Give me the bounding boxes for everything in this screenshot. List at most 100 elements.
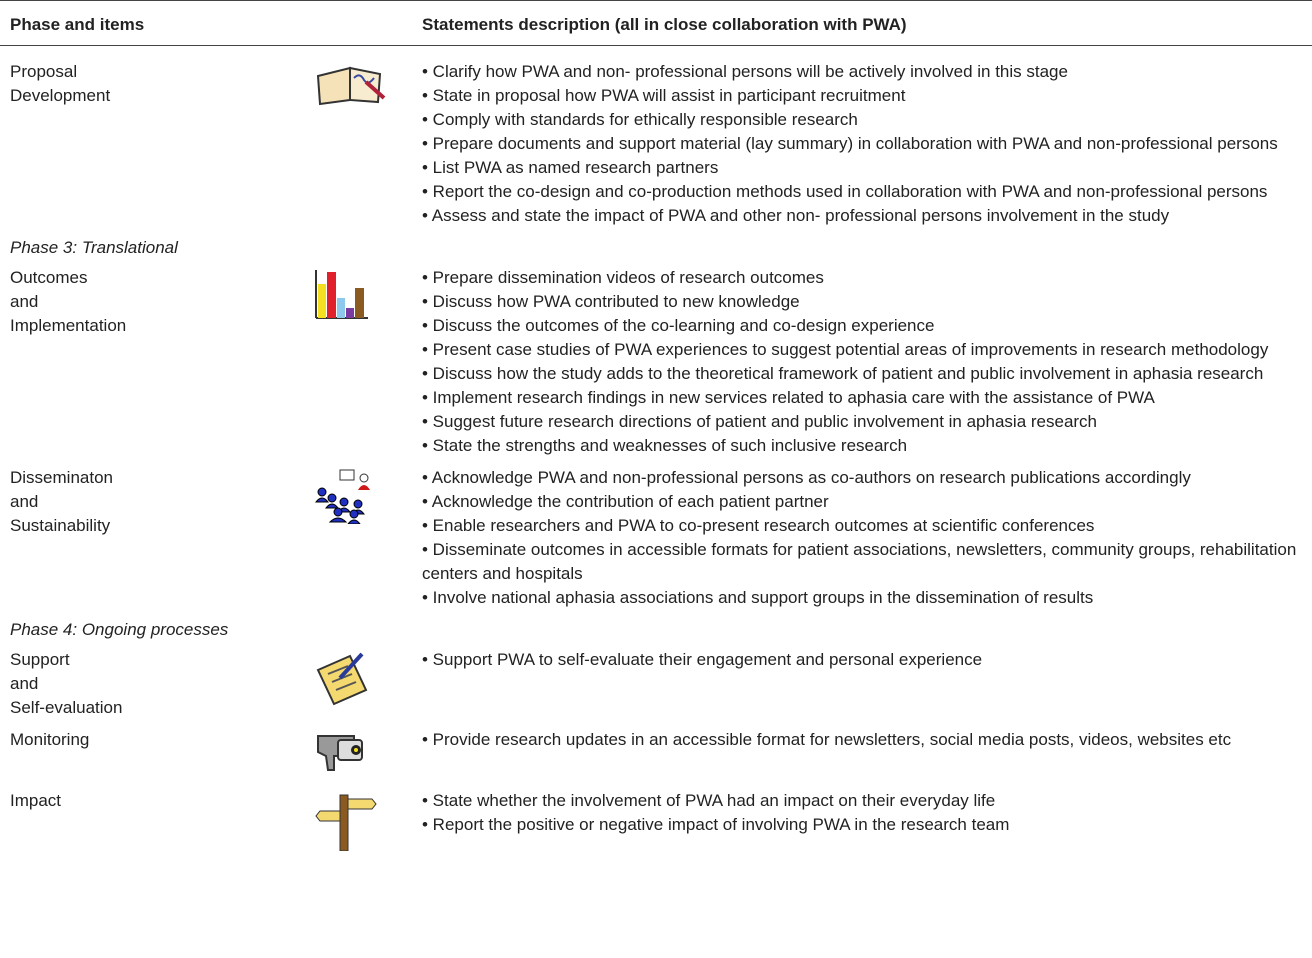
statement: • Implement research findings in new ser… [422,388,1155,407]
item-row: Monitoring • Provide research updates in … [0,728,1312,789]
icon [300,266,422,327]
item-cell: Impact [0,789,300,866]
icon-shape [335,681,357,691]
item-label: and [10,292,39,311]
statement: • Report the co-design and co-production… [422,182,1268,201]
item-row: Outcomes and Implementation • Prepare disse… [0,266,1312,466]
icon-cell [300,466,422,618]
statements-cell: • Provide research updates in an accessi… [422,728,1312,789]
icon-shape [317,487,327,497]
icon-shape [353,499,363,509]
item-row: Impact • State whether the involvement of… [0,789,1312,866]
icon-shape [346,308,354,318]
statement: • Clarify how PWA and non- professional … [422,62,1068,81]
statement: • Disseminate outcomes in accessible for… [422,540,1297,583]
item-label: Proposal [10,62,78,81]
icon-shape [339,794,349,852]
item-cell: Outcomes and Implementation [0,266,300,466]
icon-shape [316,66,386,106]
icon-shape [327,493,337,503]
icon-shape [337,298,345,318]
icon-shape [346,519,362,525]
header-cell: Statements description (all in close col… [422,0,1312,46]
item-row: Support and Self-evaluation • Support PWA t… [0,648,1312,728]
icon-shape [353,74,375,84]
statement: • Assess and state the impact of PWA and… [422,206,1170,225]
icon-cell [300,728,422,789]
icon-shape [338,652,364,680]
icon-shape [314,487,366,525]
header-cell: Phase and items [0,0,300,46]
item-cell: Disseminaton and Sustainability [0,466,300,618]
icon-cell [300,648,422,728]
icon-cell [300,46,422,237]
icon-shape [354,748,358,752]
phase-row: Phase 3: Translational [0,236,1312,266]
item-label: and [10,674,39,693]
header-spacer [300,0,422,46]
icon-shape [316,652,368,706]
statement: • Discuss how PWA contributed to new kno… [422,292,800,311]
icon-shape [318,284,326,318]
icon-shape [316,654,368,706]
icon-shape [315,794,377,852]
icon-shape [315,810,341,822]
item-label: Impact [10,791,62,810]
icon-shape [349,509,359,519]
icon-shape [355,288,364,318]
statements-cell: • State whether the involvement of PWA h… [422,789,1312,866]
phase-row: Phase 4: Ongoing processes [0,618,1312,648]
icon-shape [347,798,377,810]
item-label: and [10,492,39,511]
statement: • Discuss the outcomes of the co-learnin… [422,316,935,335]
statement: • Present case studies of PWA experience… [422,340,1269,359]
statement: • Enable researchers and PWA to co-prese… [422,516,1095,535]
item-label: Disseminaton [10,468,113,487]
statement: • Prepare documents and support material… [422,134,1278,153]
item-row: Disseminaton and Sustainability • Acknowled… [0,466,1312,618]
icon-shape [333,507,343,517]
statement: • State in proposal how PWA will assist … [422,86,906,105]
item-label: Monitoring [10,730,90,749]
icon-shape [316,66,351,106]
header-row: Phase and items Statements description (… [0,0,1312,46]
icon-shape [327,272,336,318]
statement: • State the strengths and weaknesses of … [422,436,908,455]
statement: • Acknowledge the contribution of each p… [422,492,829,511]
item-label: Support [10,650,70,669]
item-label: Implementation [10,316,127,335]
icon-shape [349,66,382,104]
icon-shape [314,497,330,503]
table-body: Proposal Development • Clarify how PWA and… [0,46,1312,867]
statement: • List PWA as named research partners [422,158,719,177]
icon-shape [328,517,348,523]
statement: • Involve national aphasia associations … [422,588,1094,607]
statement: • Discuss how the study adds to the theo… [422,364,1264,383]
item-label: Sustainability [10,516,111,535]
item-label: Self-evaluation [10,698,123,717]
icon [300,466,422,531]
statements-cell: • Support PWA to self-evaluate their eng… [422,648,1312,728]
statement: • State whether the involvement of PWA h… [422,791,996,810]
icon [300,789,422,858]
icon [300,60,422,113]
statement: • Report the positive or negative impact… [422,815,1010,834]
icon-shape [324,503,340,509]
item-cell: Support and Self-evaluation [0,648,300,728]
statement: • Support PWA to self-evaluate their eng… [422,650,983,669]
statements-cell: • Acknowledge PWA and non-professional p… [422,466,1312,618]
icon [300,648,422,713]
icon-shape [314,469,370,525]
icon-cell [300,789,422,866]
icon-shape [358,485,370,490]
statement: • Provide research updates in an accessi… [422,730,1232,749]
icon-shape [327,665,349,675]
phase-label: Phase 4: Ongoing processes [10,620,229,639]
item-cell: Monitoring [0,728,300,789]
phase-label: Phase 3: Translational [10,238,178,257]
page: Phase and items Statements description (… [0,0,1312,867]
icon-shape [364,80,386,100]
icon-shape [317,735,363,771]
item-row: Proposal Development • Clarify how PWA and… [0,46,1312,237]
icon-shape [359,473,369,483]
